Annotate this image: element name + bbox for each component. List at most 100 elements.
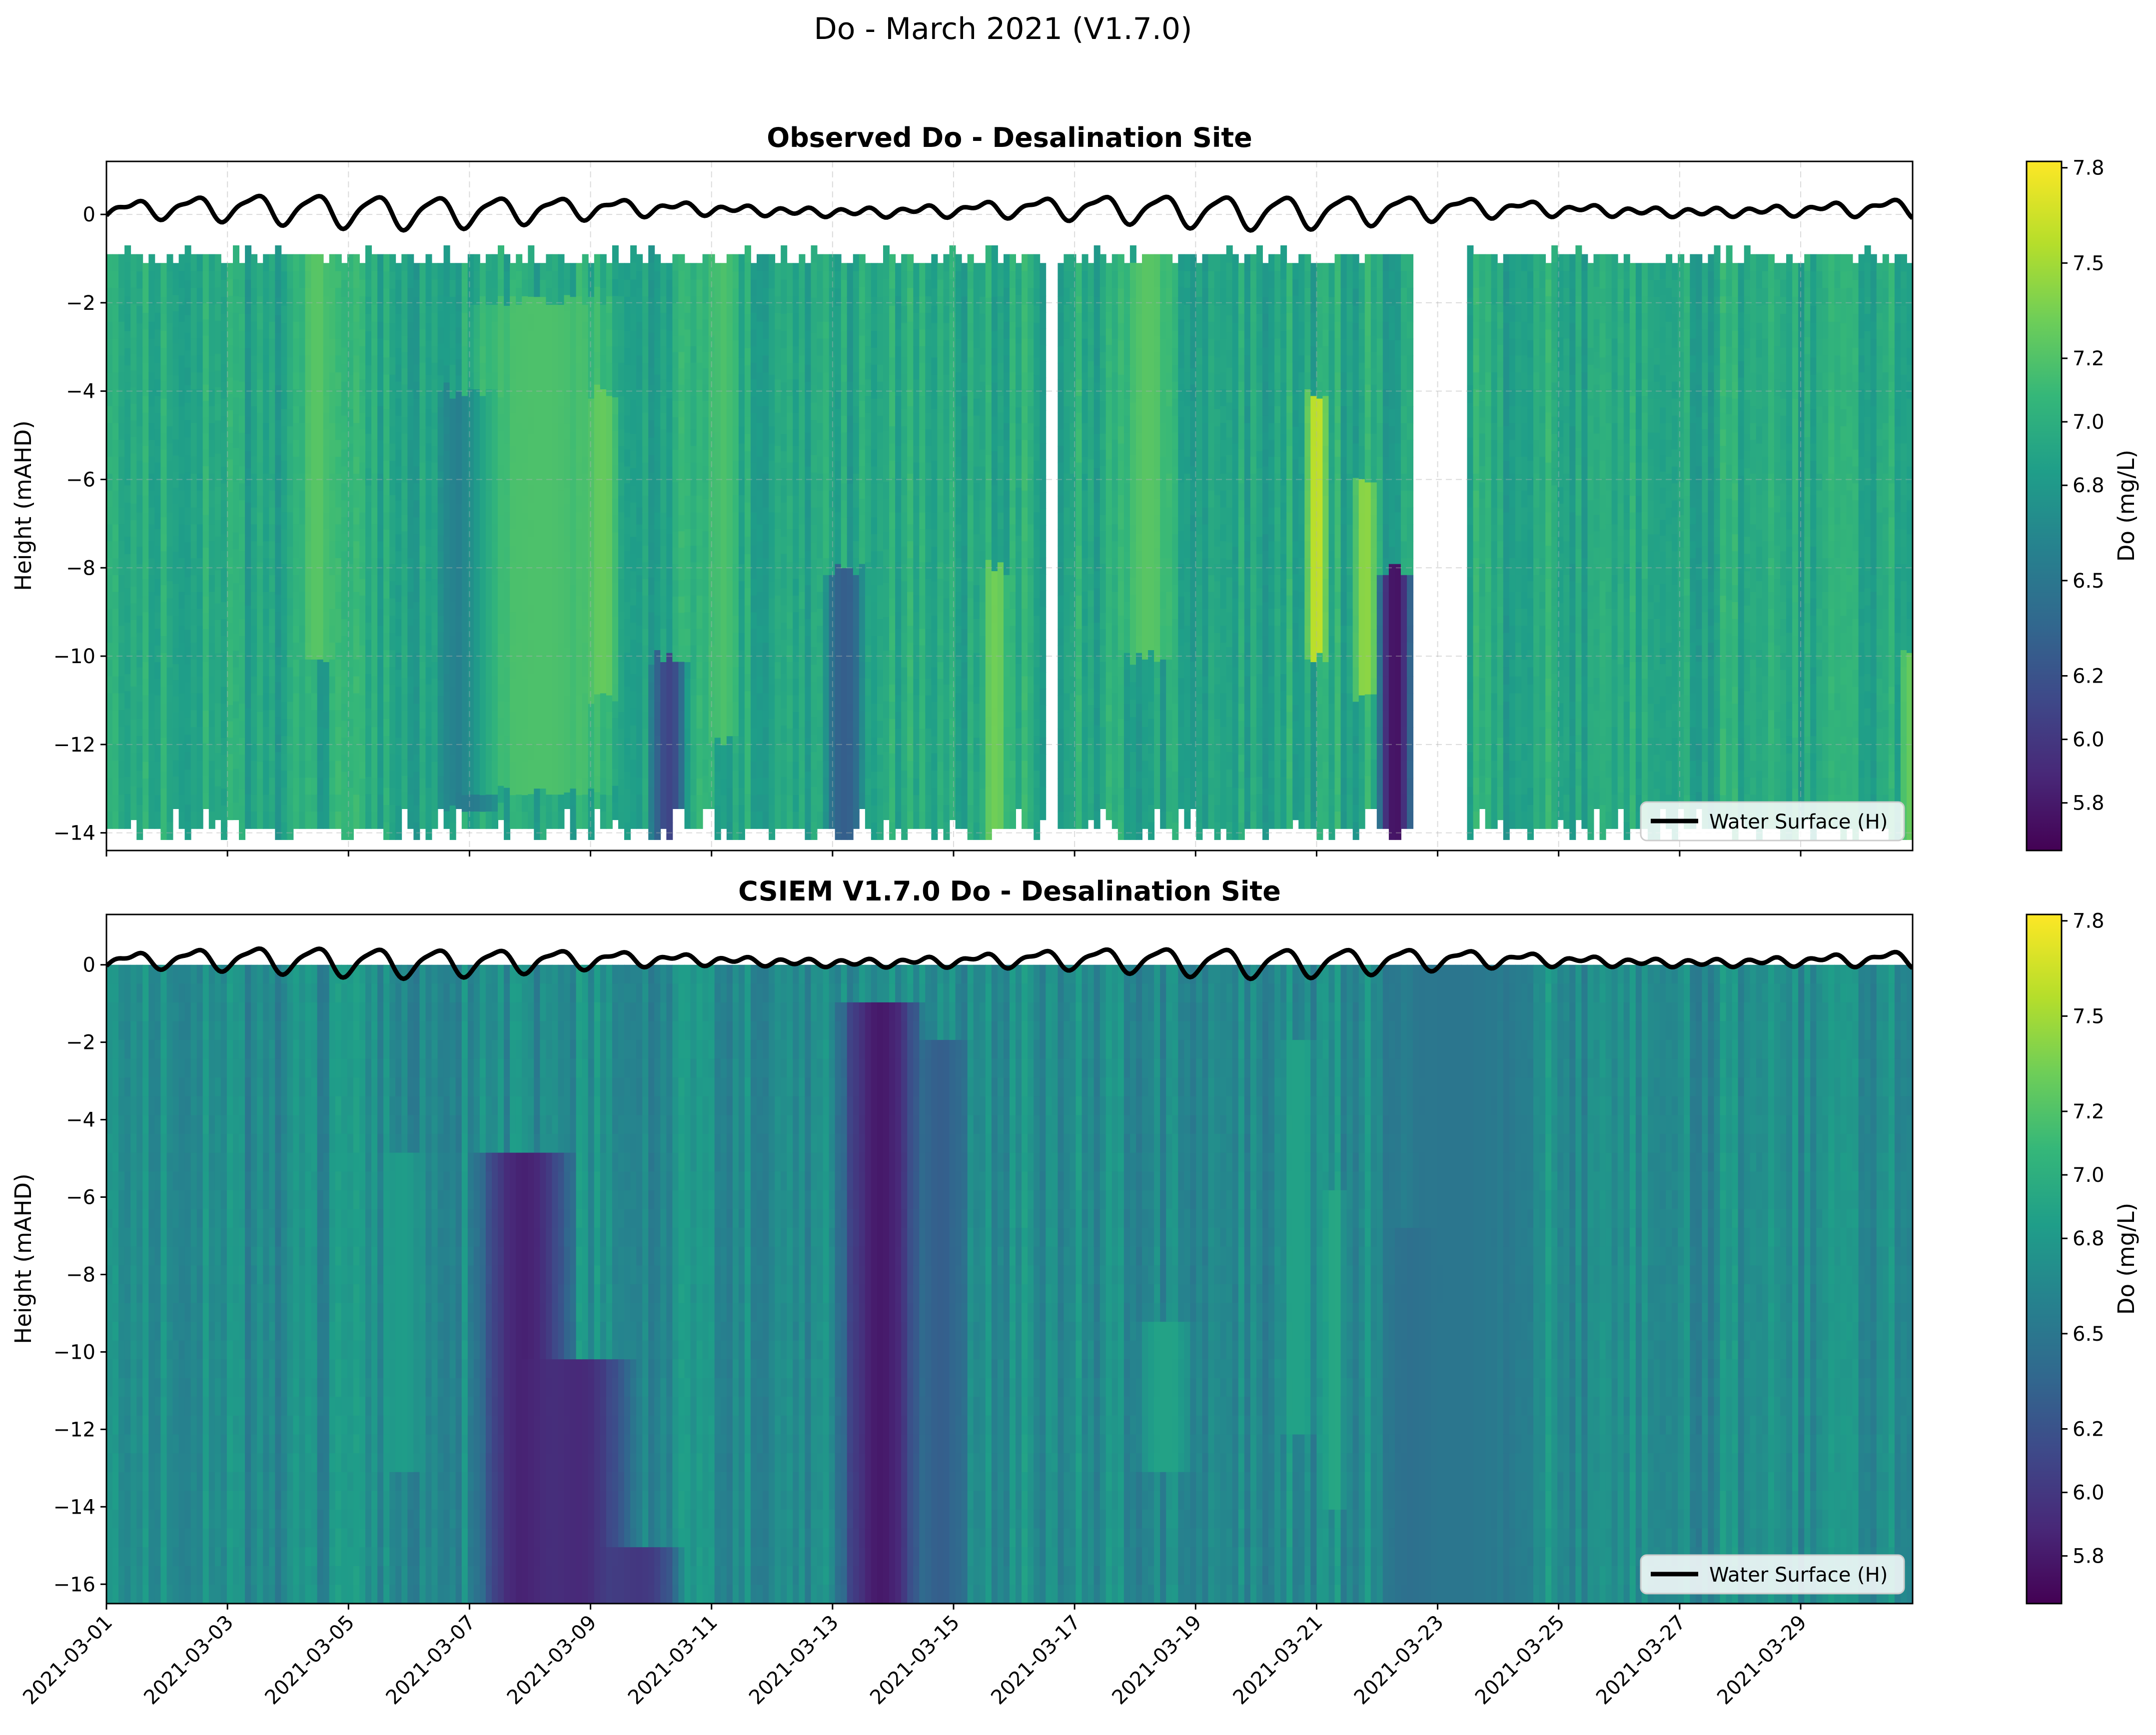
- heatmap-cell: [299, 575, 306, 593]
- heatmap-cell: [672, 270, 679, 287]
- heatmap-cell: [407, 406, 414, 424]
- heatmap-cell: [702, 401, 709, 418]
- heatmap-cell: [540, 263, 547, 281]
- heatmap-cell: [865, 795, 872, 813]
- heatmap-cell: [702, 270, 709, 287]
- heatmap-cell: [226, 689, 233, 706]
- heatmap-cell: [606, 396, 613, 413]
- heatmap-cell: [413, 483, 420, 501]
- heatmap-cell: [245, 725, 252, 744]
- heatmap-cell: [413, 466, 420, 484]
- heatmap-cell: [401, 613, 408, 630]
- heatmap-cell: [805, 314, 812, 331]
- heatmap-cell: [166, 392, 173, 410]
- heatmap-cell: [516, 440, 523, 458]
- heatmap-cell: [142, 363, 149, 380]
- heatmap-cell: [419, 662, 426, 680]
- heatmap-cell: [311, 761, 318, 779]
- heatmap-cell: [787, 579, 794, 596]
- heatmap-cell: [214, 703, 221, 721]
- heatmap-cell: [407, 423, 414, 441]
- heatmap-cell: [341, 331, 348, 348]
- heatmap-cell: [654, 478, 661, 496]
- heatmap-cell: [329, 423, 336, 441]
- heatmap-cell: [106, 288, 113, 305]
- heatmap-cell: [817, 812, 824, 829]
- heatmap-cell: [281, 478, 288, 496]
- heatmap-cell: [781, 262, 788, 280]
- heatmap-cell: [184, 490, 191, 508]
- heatmap-cell: [419, 396, 426, 413]
- heatmap-cell: [365, 468, 372, 486]
- heatmap-cell: [787, 812, 794, 829]
- heatmap-cell: [919, 512, 926, 530]
- heatmap-cell: [401, 760, 408, 777]
- heatmap-cell: [883, 363, 890, 381]
- heatmap-cell: [347, 719, 354, 737]
- heatmap-cell: [142, 462, 149, 480]
- heatmap-cell: [823, 541, 830, 559]
- heatmap-cell: [233, 363, 239, 381]
- heatmap-cell: [528, 314, 535, 332]
- heatmap-cell: [817, 372, 824, 390]
- heatmap-cell: [552, 643, 559, 660]
- heatmap-cell: [178, 676, 185, 694]
- heatmap-cell: [714, 704, 721, 722]
- heatmap-cell: [967, 288, 974, 306]
- heatmap-cell: [473, 423, 480, 441]
- heatmap-cell: [594, 433, 601, 451]
- heatmap-cell: [365, 605, 372, 623]
- heatmap-cell: [437, 439, 444, 456]
- heatmap-cell: [148, 406, 155, 424]
- heatmap-cell: [708, 548, 715, 565]
- heatmap-cell: [407, 744, 414, 762]
- heatmap-cell: [184, 245, 191, 263]
- heatmap-cell: [769, 323, 776, 341]
- heatmap-cell: [166, 702, 173, 720]
- heatmap-cell: [925, 396, 932, 413]
- heatmap-cell: [154, 562, 161, 580]
- heatmap-cell: [636, 457, 643, 474]
- heatmap-cell: [823, 795, 830, 812]
- heatmap-cell: [847, 280, 854, 298]
- heatmap-cell: [883, 262, 890, 280]
- heatmap-cell: [618, 313, 625, 330]
- heatmap-cell: [479, 412, 486, 430]
- heatmap-cell: [973, 331, 980, 348]
- heatmap-cell: [504, 271, 511, 289]
- heatmap-cell: [425, 719, 432, 737]
- heatmap-cell: [576, 279, 583, 297]
- heatmap-cell: [239, 772, 245, 790]
- heatmap-cell: [672, 727, 679, 744]
- heatmap-cell: [654, 512, 661, 530]
- heatmap-cell: [214, 786, 221, 804]
- heatmap-cell: [919, 279, 926, 297]
- heatmap-cell: [269, 659, 276, 677]
- heatmap-cell: [479, 496, 486, 513]
- heatmap-cell: [696, 496, 703, 513]
- heatmap-cell: [943, 736, 950, 754]
- heatmap-cell: [347, 598, 354, 616]
- heatmap-cell: [558, 440, 565, 458]
- heatmap-cell: [696, 546, 703, 563]
- heatmap-cell: [461, 279, 468, 297]
- heatmap-cell: [425, 684, 432, 703]
- heatmap-cell: [943, 753, 950, 772]
- heatmap-cell: [443, 279, 450, 297]
- heatmap-cell: [696, 412, 703, 430]
- heatmap-cell: [732, 443, 739, 461]
- heatmap-cell: [757, 643, 763, 660]
- heatmap-cell: [473, 643, 480, 660]
- heatmap-cell: [154, 695, 161, 713]
- heatmap-cell: [437, 295, 444, 312]
- heatmap-cell: [479, 429, 486, 447]
- heatmap-cell: [498, 498, 504, 516]
- heatmap-cell: [979, 331, 986, 348]
- heatmap-cell: [178, 761, 185, 779]
- heatmap-cell: [787, 762, 794, 779]
- heatmap-cell: [648, 402, 655, 421]
- heatmap-cell: [407, 541, 414, 559]
- heatmap-cell: [648, 787, 655, 805]
- heatmap-cell: [624, 585, 631, 603]
- heatmap-cell: [925, 729, 932, 746]
